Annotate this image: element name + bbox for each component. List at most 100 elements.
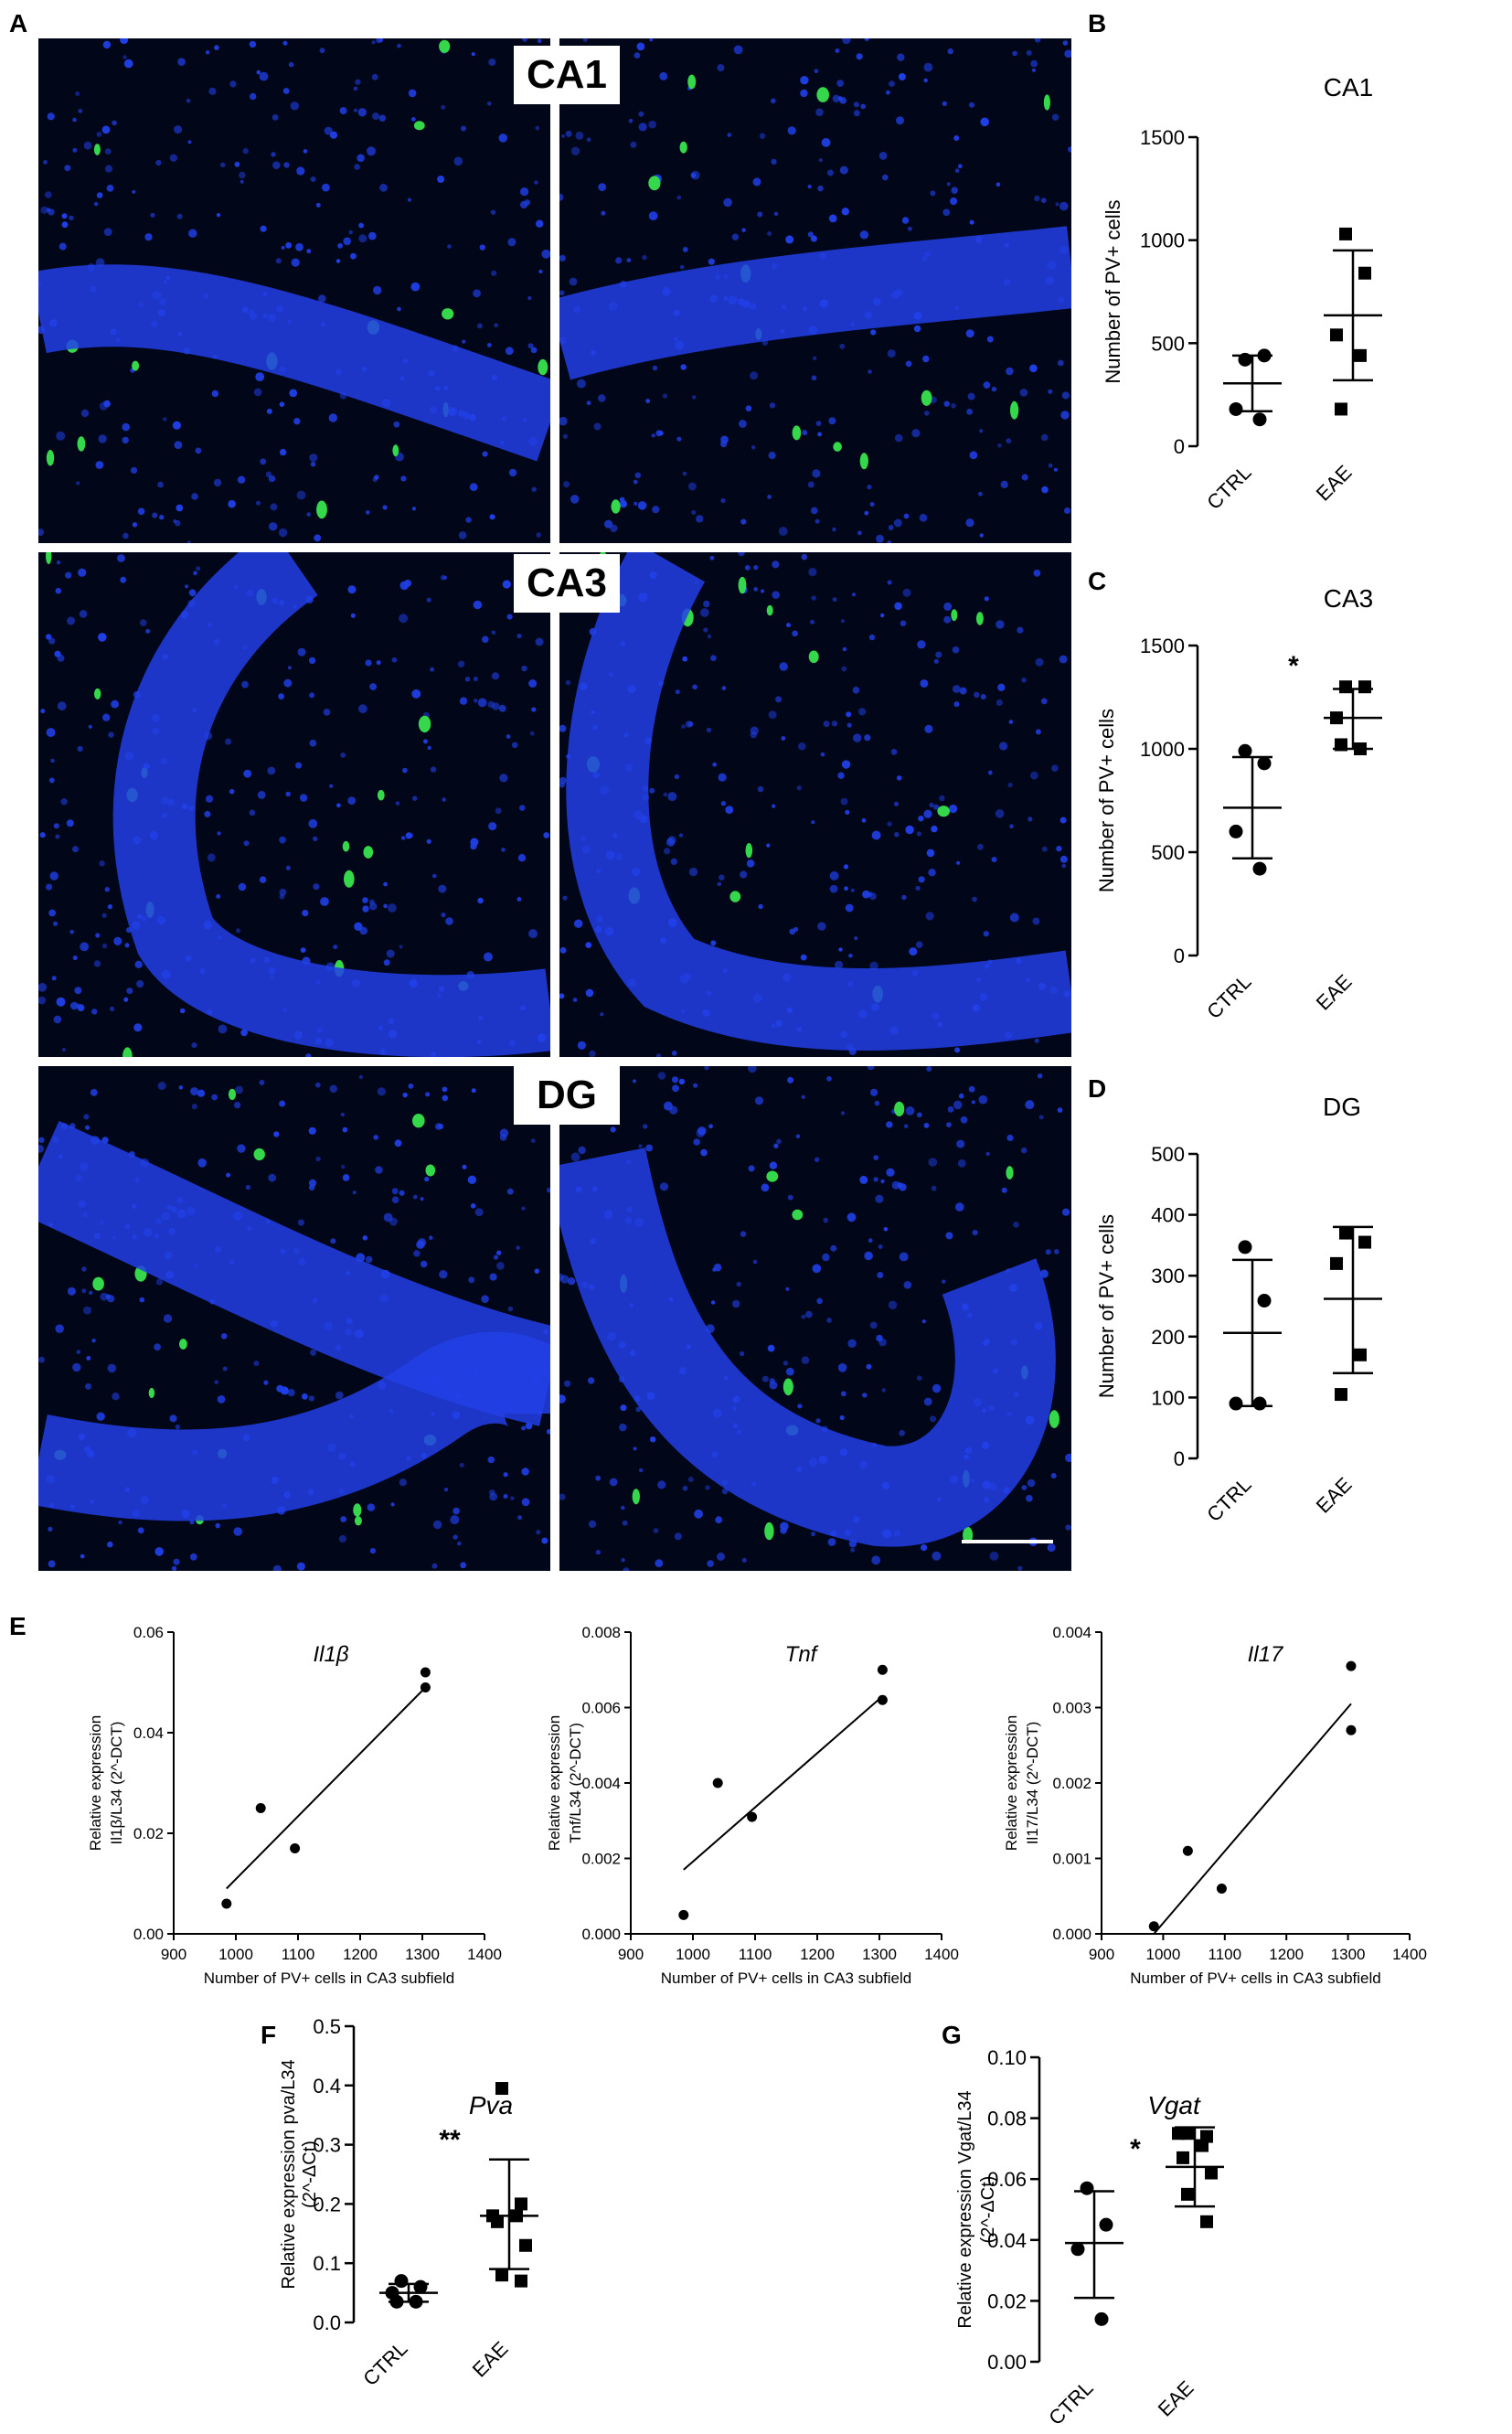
y-axis-label-line2: Il17/L34 (2^-DCT) xyxy=(1024,1722,1041,1845)
chart-title: DG xyxy=(1323,1093,1361,1121)
y-tick-label: 0.000 xyxy=(1052,1926,1091,1943)
chart-title: CA3 xyxy=(1324,584,1373,613)
data-point-eae xyxy=(1354,1348,1367,1361)
y-tick-label: 0.06 xyxy=(133,1624,164,1641)
x-tick-label: 1100 xyxy=(739,1946,772,1963)
significance-label: * xyxy=(1288,651,1299,681)
data-point xyxy=(1216,1884,1227,1894)
y-tick-label: 0.08 xyxy=(987,2108,1027,2130)
x-tick-label: CTRL xyxy=(1044,2376,1097,2429)
data-point-eae xyxy=(519,2238,532,2252)
data-point xyxy=(221,1898,232,1909)
data-point xyxy=(1346,1660,1357,1671)
data-point-eae xyxy=(1354,348,1367,362)
panel-label-b: B xyxy=(1088,9,1107,37)
data-point xyxy=(1148,1921,1159,1932)
data-point-eae xyxy=(1205,2166,1218,2180)
data-point-eae xyxy=(1335,1388,1347,1402)
x-tick-label: 1200 xyxy=(1269,1946,1304,1963)
region-label-ca1: CA1 xyxy=(514,46,620,104)
data-point xyxy=(712,1777,723,1788)
y-axis-label-line2: (2^-ΔCt) xyxy=(300,2140,320,2208)
x-tick-label: CTRL xyxy=(1202,970,1255,1023)
panel-label-f: F xyxy=(261,2021,277,2049)
y-axis-label: Number of PV+ cells xyxy=(1102,199,1124,383)
y-axis-label-line1: Relative expression Vgat/L34 xyxy=(955,2090,975,2328)
y-tick-label: 400 xyxy=(1151,1204,1185,1227)
x-axis-label: Number of PV+ cells in CA3 subfield xyxy=(1130,1970,1381,1987)
x-tick-label: 1400 xyxy=(924,1946,959,1963)
chart-title: Tnf xyxy=(785,1642,819,1667)
y-tick-label: 0.00 xyxy=(133,1926,164,1943)
y-tick-label: 0.06 xyxy=(987,2168,1027,2191)
y-tick-label: 0.008 xyxy=(581,1624,621,1641)
data-point xyxy=(420,1682,431,1692)
significance-label: * xyxy=(1130,2134,1141,2164)
data-point-ctrl xyxy=(1080,2181,1094,2195)
chart-title: Vgat xyxy=(1147,2091,1201,2119)
data-point-ctrl xyxy=(1099,2217,1113,2232)
y-tick-label: 100 xyxy=(1151,1386,1185,1409)
data-point-eae xyxy=(515,2197,527,2211)
y-tick-label: 300 xyxy=(1151,1265,1185,1287)
micrograph-ca1-eae xyxy=(559,38,1071,543)
data-point-eae xyxy=(495,2269,508,2282)
data-point-ctrl xyxy=(1094,2311,1109,2326)
panel-label-e: E xyxy=(9,1612,27,1640)
x-tick-label: CTRL xyxy=(1202,1473,1255,1526)
y-tick-label: 0.10 xyxy=(987,2046,1027,2069)
data-point-ctrl xyxy=(1257,756,1272,771)
data-point xyxy=(1346,1724,1357,1735)
x-tick-label: 1400 xyxy=(467,1946,502,1963)
data-point-eae xyxy=(1339,680,1352,694)
data-point-ctrl xyxy=(413,2279,428,2294)
chart-D: DG 0 100 200 300 400 500 CTRL EAE Number of PV+ c… xyxy=(1095,1093,1382,1526)
x-tick-label: 900 xyxy=(1089,1946,1114,1963)
panel-label-c: C xyxy=(1088,567,1107,595)
data-point-eae xyxy=(510,2209,523,2223)
x-tick-label: EAE xyxy=(468,2337,513,2382)
y-tick-label: 0.006 xyxy=(581,1700,621,1717)
chart-title: Il17 xyxy=(1248,1642,1284,1667)
y-tick-label: 0.04 xyxy=(987,2229,1027,2252)
chart-E1: Il1β 0.00 0.02 0.04 0.06 900 1000 1100 1200 1300 1… xyxy=(87,1624,502,1987)
y-tick-label: 0.004 xyxy=(1052,1624,1091,1641)
y-tick-label: 0.00 xyxy=(987,2351,1027,2374)
x-tick-label: 1400 xyxy=(1392,1946,1427,1963)
data-point-eae xyxy=(1339,1226,1352,1240)
y-tick-label: 0.02 xyxy=(987,2290,1027,2312)
data-point-ctrl xyxy=(1070,2242,1085,2257)
data-point-eae xyxy=(1358,1235,1371,1249)
chart-G: Vgat 0.00 0.02 0.04 0.06 0.08 0.10 CTRL EAE Relat… xyxy=(955,2046,1224,2429)
region-label-dg: DG xyxy=(514,1066,620,1125)
data-point-ctrl xyxy=(1229,401,1243,416)
data-point-eae xyxy=(1354,742,1367,755)
y-axis-label-line2: Tnf/L34 (2^-DCT) xyxy=(567,1723,584,1843)
data-point xyxy=(877,1664,888,1675)
micrograph-dg-eae xyxy=(559,1066,1071,1571)
x-tick-label: 1100 xyxy=(282,1946,315,1963)
data-point-eae xyxy=(1330,1256,1343,1270)
micrograph-dg-ctrl xyxy=(38,1066,550,1571)
data-point-ctrl xyxy=(1252,412,1267,427)
panel-label-g: G xyxy=(942,2021,962,2049)
regression-line xyxy=(683,1695,884,1871)
y-tick-label: 0.003 xyxy=(1052,1700,1091,1717)
x-tick-label: 900 xyxy=(618,1946,644,1963)
x-tick-label: 1000 xyxy=(676,1946,710,1963)
y-axis-label-line1: Relative expression xyxy=(87,1715,104,1851)
y-tick-label: 0.04 xyxy=(133,1724,164,1742)
y-tick-label: 500 xyxy=(1151,841,1185,864)
data-point-ctrl xyxy=(394,2274,409,2289)
x-tick-label: 1300 xyxy=(862,1946,897,1963)
data-point xyxy=(678,1909,689,1920)
micrograph-ca3-ctrl xyxy=(38,552,550,1057)
data-point-eae xyxy=(1330,328,1343,342)
chart-E2: Tnf 0.000 0.002 0.004 0.006 0.008 900 1000 1100 1… xyxy=(546,1624,959,1987)
data-point xyxy=(747,1811,758,1822)
regression-line xyxy=(1153,1703,1352,1935)
x-tick-label: 1300 xyxy=(405,1946,440,1963)
data-point-ctrl xyxy=(1252,861,1267,876)
region-label-ca3: CA3 xyxy=(514,554,620,613)
